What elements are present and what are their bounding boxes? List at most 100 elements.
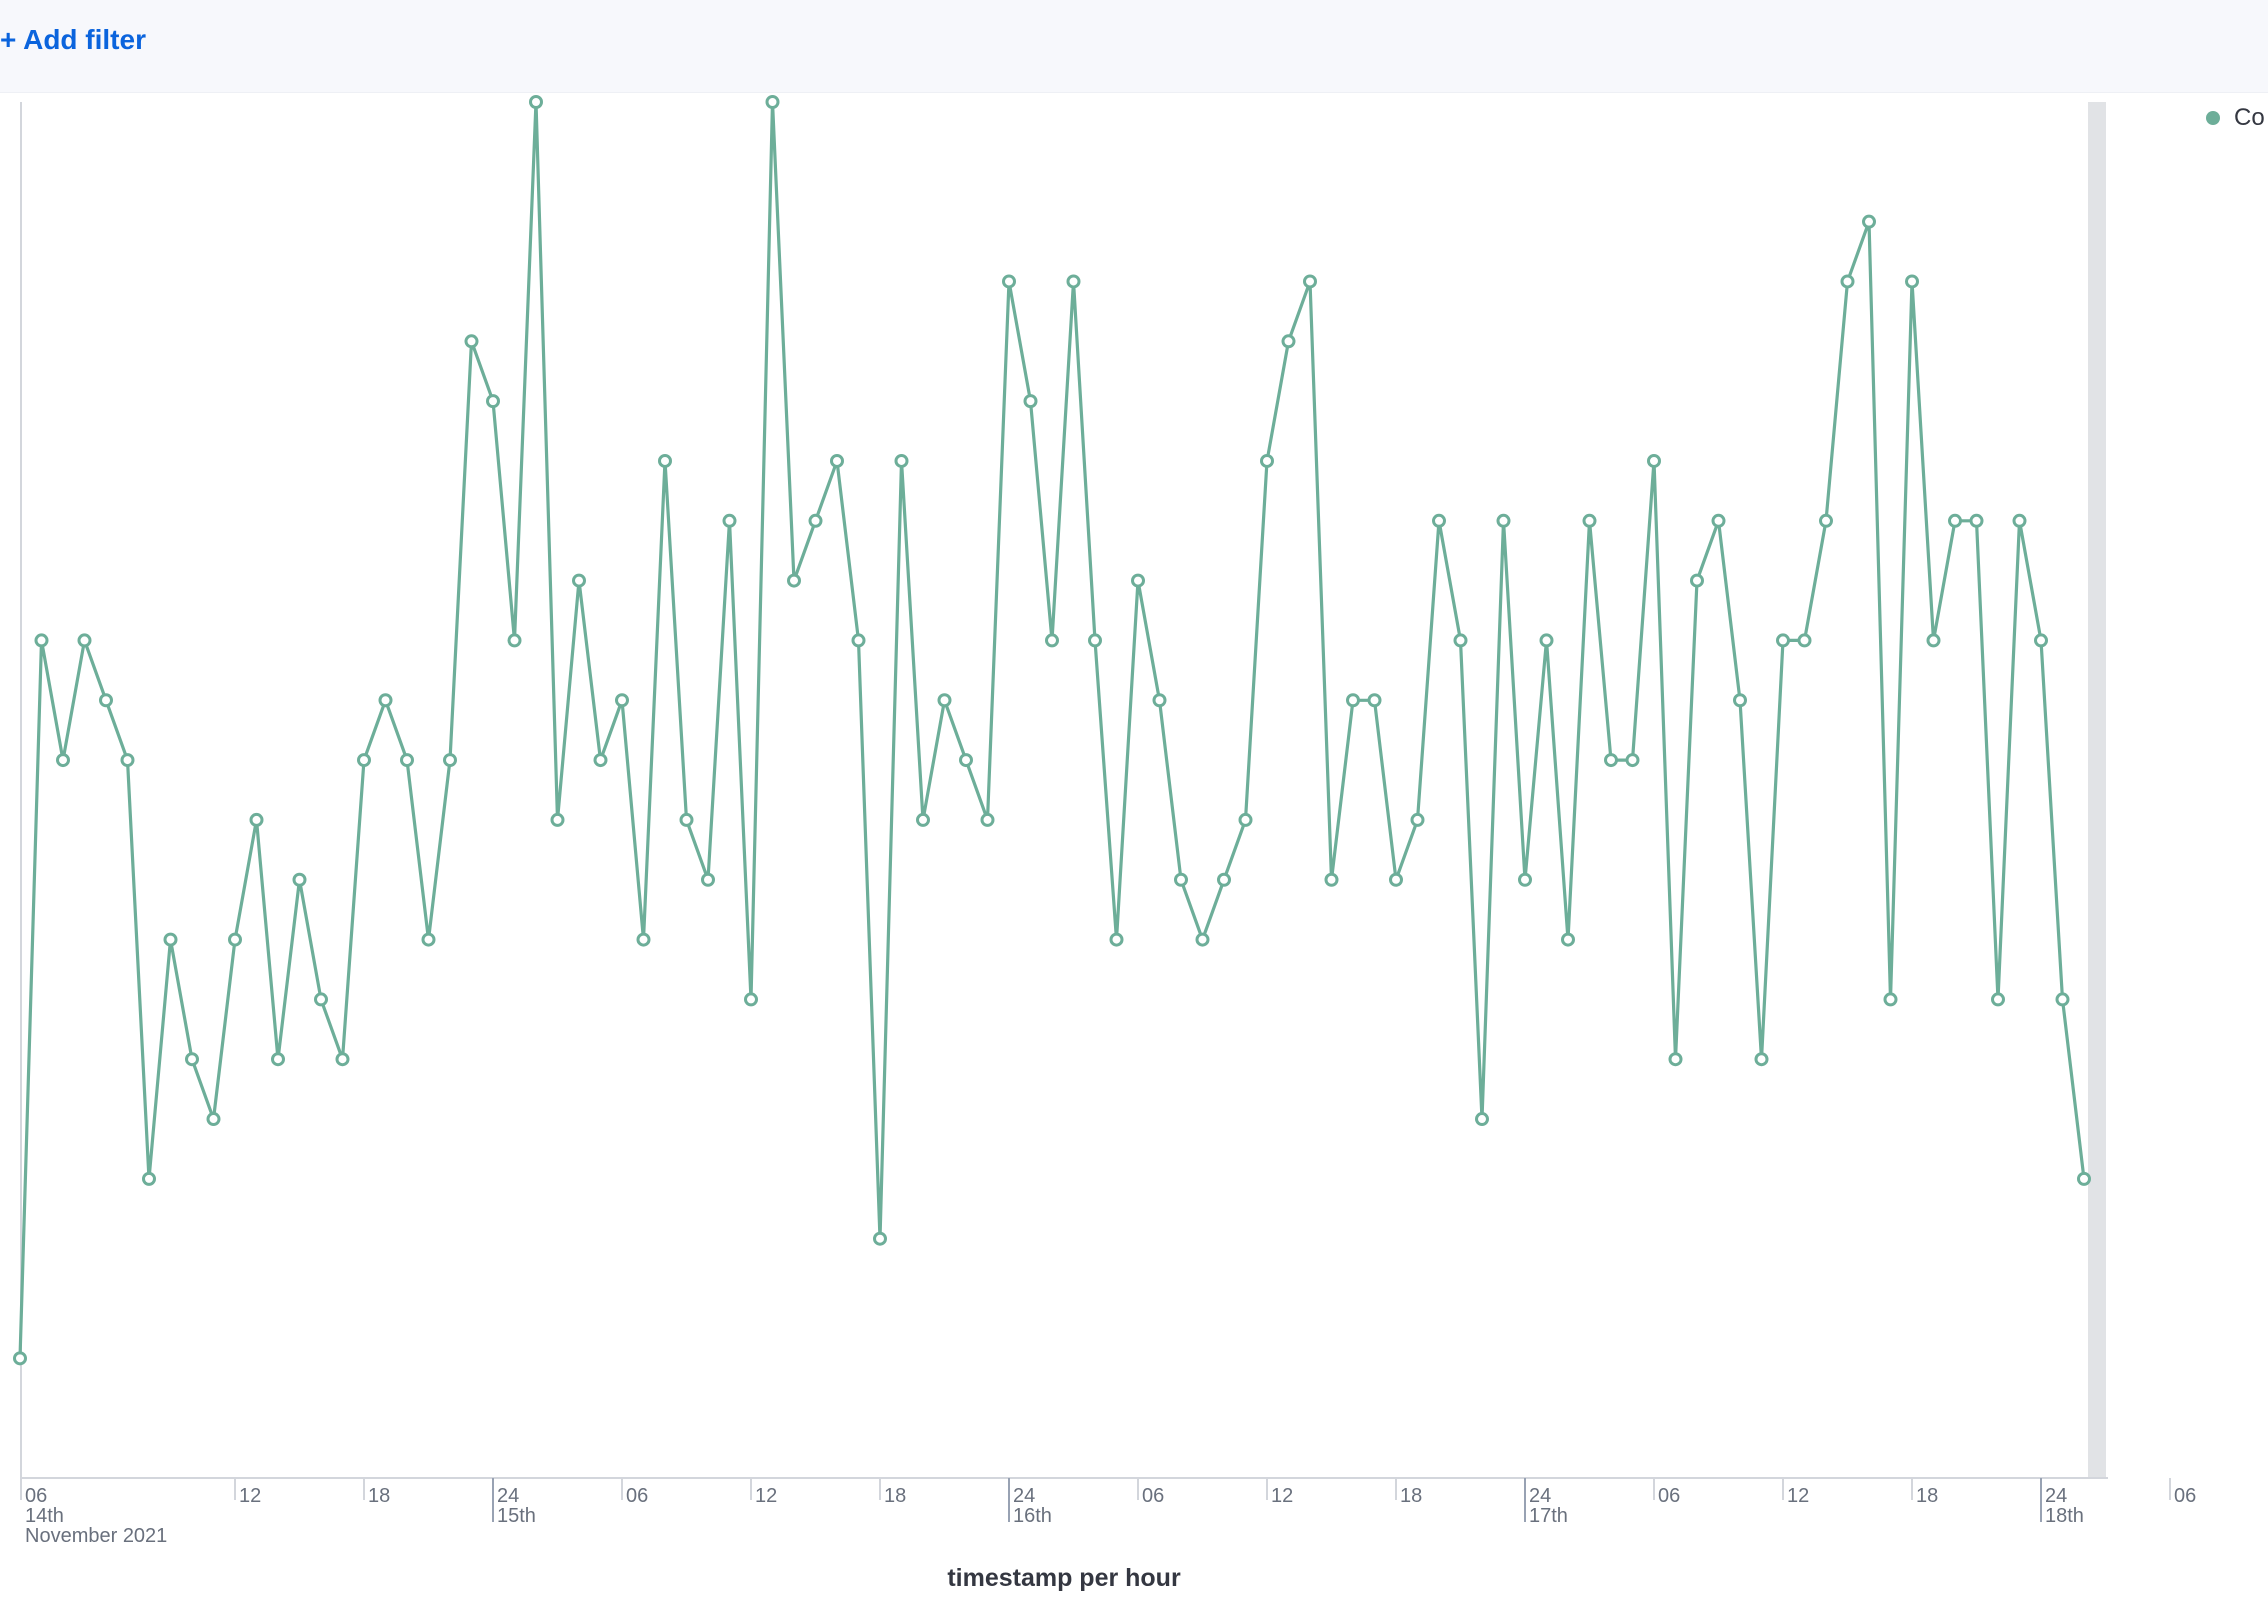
data-point[interactable] [1410, 812, 1425, 827]
data-point[interactable] [1002, 274, 1016, 289]
data-point[interactable] [314, 992, 328, 1007]
data-point[interactable] [1496, 513, 1511, 528]
data-point[interactable] [1819, 513, 1833, 528]
data-point[interactable] [1389, 872, 1403, 887]
data-point[interactable] [658, 453, 672, 468]
data-point[interactable] [99, 693, 113, 708]
data-point[interactable] [400, 753, 414, 768]
data-point[interactable] [378, 693, 393, 708]
data-point[interactable] [1561, 932, 1575, 947]
data-point[interactable] [1174, 872, 1188, 887]
data-point[interactable] [1281, 334, 1296, 349]
data-point[interactable] [1238, 812, 1253, 827]
legend-item[interactable]: Co [2206, 100, 2265, 136]
data-point[interactable] [1647, 453, 1661, 468]
data-point[interactable] [271, 1052, 285, 1067]
data-point[interactable] [206, 1112, 221, 1127]
data-point[interactable] [1991, 992, 2005, 1007]
data-point[interactable] [1733, 693, 1747, 708]
data-point[interactable] [1088, 633, 1102, 648]
data-point[interactable] [421, 932, 436, 947]
data-point[interactable] [1217, 872, 1231, 887]
data-point[interactable] [1668, 1052, 1683, 1067]
data-point[interactable] [615, 693, 629, 708]
data-point[interactable] [34, 633, 49, 648]
data-point[interactable] [722, 513, 737, 528]
data-point[interactable] [1926, 633, 1941, 648]
data-point[interactable] [916, 812, 930, 827]
data-point[interactable] [1625, 753, 1640, 768]
data-point[interactable] [13, 1351, 27, 1366]
data-point[interactable] [529, 95, 543, 109]
data-point[interactable] [894, 453, 909, 468]
data-point[interactable] [1367, 693, 1382, 708]
data-point[interactable] [1905, 274, 1919, 289]
data-point[interactable] [1324, 872, 1339, 887]
data-point[interactable] [1539, 633, 1554, 648]
data-point[interactable] [2012, 513, 2027, 528]
data-point[interactable] [1432, 513, 1446, 528]
data-point[interactable] [507, 633, 522, 648]
data-point[interactable] [56, 753, 70, 768]
chart-scrollbar[interactable] [2088, 102, 2106, 1478]
data-point[interactable] [959, 753, 973, 768]
data-point[interactable] [1862, 214, 1876, 229]
data-point[interactable] [830, 453, 844, 468]
data-point[interactable] [1066, 274, 1081, 289]
data-point[interactable] [1453, 633, 1468, 648]
data-point[interactable] [1883, 992, 1898, 1007]
data-point[interactable] [185, 1052, 199, 1067]
data-point[interactable] [787, 573, 801, 588]
data-point[interactable] [550, 812, 565, 827]
data-point[interactable] [120, 753, 135, 768]
data-point[interactable] [701, 872, 715, 887]
data-point[interactable] [851, 633, 866, 648]
data-point[interactable] [142, 1171, 156, 1186]
data-point[interactable] [163, 932, 178, 947]
data-point[interactable] [1260, 453, 1274, 468]
data-point[interactable] [1604, 753, 1618, 768]
data-point[interactable] [1303, 274, 1317, 289]
data-point[interactable] [1582, 513, 1597, 528]
data-point[interactable] [486, 394, 500, 409]
data-point[interactable] [1109, 932, 1124, 947]
data-point[interactable] [765, 95, 780, 109]
data-point[interactable] [335, 1052, 350, 1067]
data-point[interactable] [980, 812, 995, 827]
data-point[interactable] [873, 1231, 887, 1246]
data-point[interactable] [1969, 513, 1984, 528]
data-point[interactable] [2034, 633, 2048, 648]
data-point[interactable] [1797, 633, 1812, 648]
data-point[interactable] [593, 753, 608, 768]
data-point[interactable] [1023, 394, 1038, 409]
data-point[interactable] [1045, 633, 1059, 648]
data-point[interactable] [1131, 573, 1145, 588]
data-point[interactable] [1152, 693, 1167, 708]
data-point[interactable] [572, 573, 586, 588]
data-point[interactable] [808, 513, 823, 528]
data-point[interactable] [1948, 513, 1962, 528]
data-point[interactable] [464, 334, 479, 349]
data-point[interactable] [77, 633, 92, 648]
data-point[interactable] [249, 812, 264, 827]
data-point[interactable] [2055, 992, 2070, 1007]
data-point[interactable] [292, 872, 307, 887]
data-point[interactable] [679, 812, 694, 827]
data-point[interactable] [1754, 1052, 1769, 1067]
data-point[interactable] [1711, 513, 1726, 528]
data-point[interactable] [357, 753, 371, 768]
data-point[interactable] [228, 932, 242, 947]
data-point[interactable] [1690, 573, 1704, 588]
data-point[interactable] [1518, 872, 1532, 887]
data-point[interactable] [1475, 1112, 1489, 1127]
data-point[interactable] [1840, 274, 1855, 289]
data-point[interactable] [636, 932, 651, 947]
add-filter-button[interactable]: + Add filter [0, 24, 146, 55]
data-point[interactable] [2077, 1171, 2091, 1186]
data-point[interactable] [1195, 932, 1210, 947]
data-point[interactable] [744, 992, 758, 1007]
data-point[interactable] [1776, 633, 1790, 648]
data-point[interactable] [937, 693, 952, 708]
data-point[interactable] [1346, 693, 1360, 708]
data-point[interactable] [443, 753, 457, 768]
